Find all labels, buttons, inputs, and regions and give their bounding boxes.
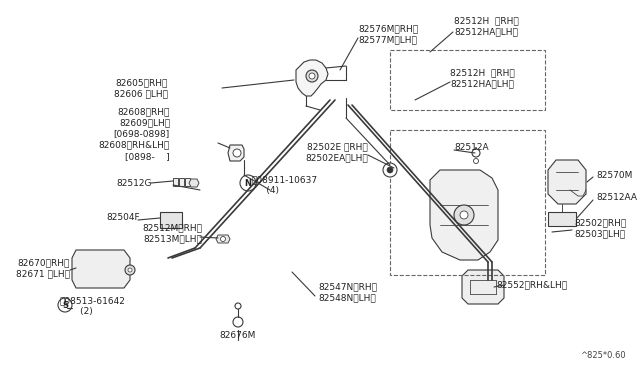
Text: 82512M〈RH〉
82513M〈LH〉: 82512M〈RH〉 82513M〈LH〉 [142,223,202,243]
Text: 82576M〈RH〉
82577M〈LH〉: 82576M〈RH〉 82577M〈LH〉 [358,24,418,44]
Bar [390,50,545,110]
Circle shape [125,265,135,275]
Circle shape [233,149,241,157]
Bar [185,178,190,186]
Text: 82502〈RH〉
82503〈LH〉: 82502〈RH〉 82503〈LH〉 [574,218,627,238]
Polygon shape [430,170,498,260]
Text: 82676M: 82676M [220,331,256,340]
Circle shape [383,163,397,177]
Text: 82608〈RH〉
82609〈LH〉
[0698-0898]
82608〈RH&LH〉
[0898-    ]: 82608〈RH〉 82609〈LH〉 [0698-0898] 82608〈RH… [99,107,170,161]
Text: 82502E 〈RH〉
82502EA〈LH〉: 82502E 〈RH〉 82502EA〈LH〉 [305,142,368,162]
Circle shape [233,317,243,327]
Text: 82512G: 82512G [116,179,152,187]
Circle shape [240,175,256,191]
Polygon shape [462,270,504,304]
Bar [179,178,184,186]
Text: 82570M: 82570M [596,170,632,180]
Text: 82512H  〈RH〉
82512HA〈LH〉: 82512H 〈RH〉 82512HA〈LH〉 [454,16,519,36]
Polygon shape [189,179,199,187]
Text: 82552〈RH&LH〉: 82552〈RH&LH〉 [496,280,567,289]
Circle shape [221,237,225,241]
Polygon shape [76,255,124,283]
Text: 82512H  〈RH〉
82512HA〈LH〉: 82512H 〈RH〉 82512HA〈LH〉 [450,68,515,88]
Text: ^825*0.60: ^825*0.60 [580,351,626,360]
Text: N: N [244,179,252,187]
Polygon shape [548,160,586,204]
Circle shape [460,211,468,219]
Bar [390,130,545,275]
Circle shape [474,158,479,164]
Circle shape [454,205,474,225]
Bar [160,212,182,228]
Circle shape [58,298,72,312]
Text: Ⓢ08513-61642
       (2): Ⓢ08513-61642 (2) [60,296,126,316]
Circle shape [387,167,393,173]
Polygon shape [296,60,328,96]
Text: ⓝ08911-10637
     (4): ⓝ08911-10637 (4) [252,175,318,195]
Polygon shape [228,145,244,161]
Text: 82670〈RH〉
82671 〈LH〉: 82670〈RH〉 82671 〈LH〉 [16,258,70,278]
Text: 82512A: 82512A [454,144,488,153]
Circle shape [128,268,132,272]
Text: S: S [62,301,68,310]
Bar [173,178,178,186]
Polygon shape [480,225,496,242]
Text: 82547N〈RH〉
82548N〈LH〉: 82547N〈RH〉 82548N〈LH〉 [318,282,377,302]
Circle shape [309,73,315,79]
Polygon shape [216,235,230,243]
Text: 82512AA: 82512AA [596,193,637,202]
Text: 82605〈RH〉
82606 〈LH〉: 82605〈RH〉 82606 〈LH〉 [114,78,168,98]
Polygon shape [72,250,130,288]
Bar [548,212,576,226]
Text: 82504F: 82504F [106,214,140,222]
Circle shape [235,303,241,309]
Circle shape [472,149,480,157]
Circle shape [306,70,318,82]
